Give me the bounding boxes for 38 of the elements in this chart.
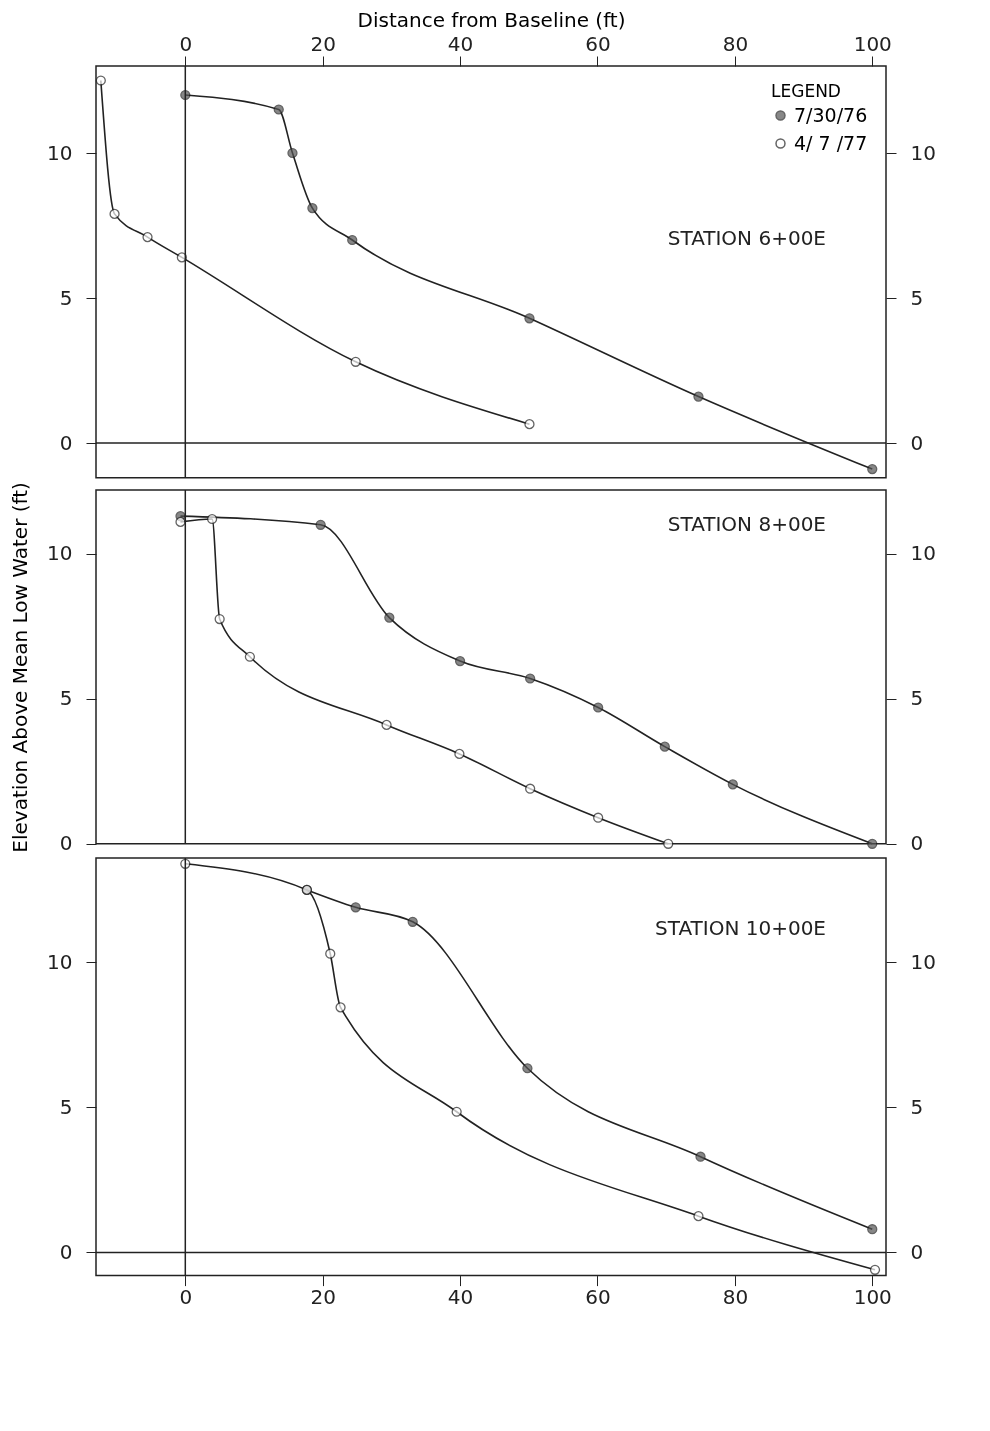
y-tick-label: 0	[59, 831, 73, 856]
x-tick-label: 40	[447, 31, 474, 56]
y2-tick-label: 5	[910, 686, 924, 711]
legend-title: LEGEND	[771, 81, 841, 101]
y-tick-label: 0	[59, 1239, 73, 1264]
x-tick-label: 100	[853, 31, 892, 56]
y-tick-label: 5	[59, 686, 73, 711]
y2-tick-label: 5	[910, 285, 924, 310]
y2-tick-label: 5	[910, 1094, 924, 1119]
y-tick-label: 10	[47, 541, 73, 566]
x-tick-label: 100	[853, 1285, 892, 1310]
x-tick-label: 20	[310, 1285, 336, 1310]
x-tick-label: 0	[179, 1285, 193, 1310]
x-tick-label: 20	[310, 31, 336, 56]
x-tick-label: 80	[722, 1285, 749, 1310]
y-tick-label: 0	[59, 430, 73, 455]
annotation: STATION 6+00E	[667, 225, 826, 250]
x-tick-label: 80	[722, 31, 749, 56]
x-tick-label: 40	[447, 1285, 474, 1310]
annotation: STATION 10+00E	[655, 915, 826, 940]
x-axis-title: Distance from Baseline (ft)	[357, 7, 626, 32]
y-tick-label: 5	[59, 1094, 73, 1119]
y2-tick-label: 0	[910, 430, 924, 455]
y-tick-label: 5	[59, 285, 73, 310]
y2-tick-label: 10	[910, 541, 936, 566]
annotation: STATION 8+00E	[667, 512, 826, 537]
y-tick-label: 10	[47, 140, 73, 165]
x-tick-label: 60	[585, 31, 611, 56]
x-tick-label: 60	[585, 1285, 611, 1310]
y2-tick-label: 10	[910, 140, 936, 165]
y2-tick-label: 0	[910, 1239, 924, 1264]
y2-tick-label: 0	[910, 831, 924, 856]
y2-tick-label: 10	[910, 949, 936, 974]
legend-label: 7/30/76	[794, 103, 868, 126]
legend-label: 4/ 7 /77	[794, 131, 868, 154]
x-tick-label: 0	[179, 31, 193, 56]
y-axis-title: Elevation Above Mean Low Water (ft)	[8, 482, 33, 853]
y-tick-label: 10	[47, 949, 73, 974]
